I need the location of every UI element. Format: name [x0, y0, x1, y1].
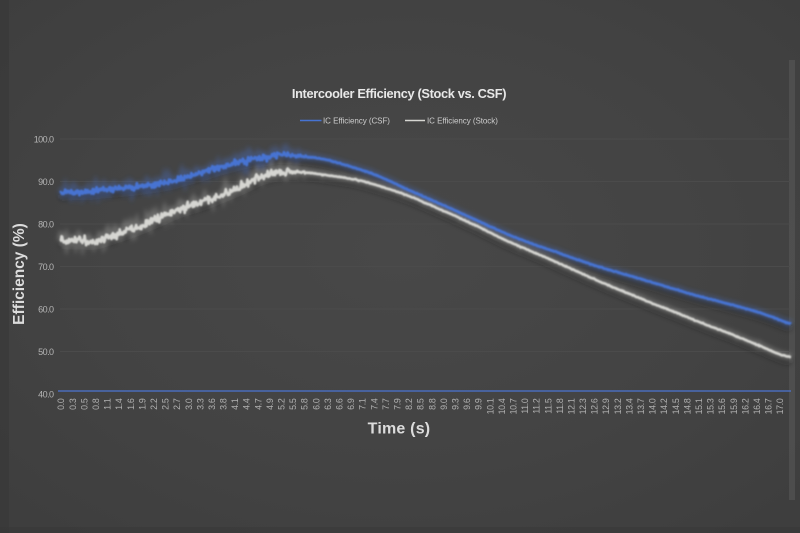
- svg-text:11.0: 11.0: [520, 398, 530, 414]
- svg-text:12.1: 12.1: [567, 398, 577, 414]
- svg-text:4.1: 4.1: [230, 398, 240, 410]
- svg-text:11.8: 11.8: [555, 398, 565, 414]
- svg-text:1.6: 1.6: [126, 398, 136, 410]
- svg-text:60.0: 60.0: [38, 304, 54, 314]
- svg-text:15.1: 15.1: [694, 398, 704, 414]
- svg-text:9.6: 9.6: [462, 398, 472, 410]
- svg-text:14.0: 14.0: [648, 398, 658, 414]
- svg-text:0.3: 0.3: [68, 398, 78, 410]
- svg-text:6.3: 6.3: [323, 398, 333, 410]
- svg-text:1.4: 1.4: [114, 398, 124, 410]
- svg-text:16.7: 16.7: [764, 398, 774, 414]
- svg-text:0.8: 0.8: [91, 398, 101, 410]
- svg-text:6.6: 6.6: [335, 398, 345, 410]
- svg-text:4.7: 4.7: [253, 398, 263, 410]
- svg-text:14.2: 14.2: [659, 398, 669, 414]
- svg-text:IC Efficiency (Stock): IC Efficiency (Stock): [427, 116, 498, 125]
- svg-text:6.9: 6.9: [346, 398, 356, 410]
- svg-text:7.4: 7.4: [369, 398, 379, 410]
- svg-text:3.8: 3.8: [219, 398, 229, 410]
- svg-text:9.3: 9.3: [451, 398, 461, 410]
- svg-text:1.1: 1.1: [103, 398, 113, 410]
- svg-text:14.8: 14.8: [682, 398, 692, 414]
- svg-text:90.0: 90.0: [38, 177, 54, 187]
- svg-text:6.0: 6.0: [311, 398, 321, 410]
- svg-text:11.2: 11.2: [532, 398, 542, 414]
- svg-text:3.3: 3.3: [195, 398, 205, 410]
- svg-text:16.4: 16.4: [752, 398, 762, 414]
- svg-text:5.2: 5.2: [277, 398, 287, 410]
- svg-text:10.7: 10.7: [509, 398, 519, 414]
- svg-text:70.0: 70.0: [38, 262, 54, 272]
- svg-text:13.4: 13.4: [624, 398, 634, 414]
- svg-text:40.0: 40.0: [38, 389, 54, 399]
- svg-text:2.2: 2.2: [149, 398, 159, 410]
- svg-text:12.9: 12.9: [601, 398, 611, 414]
- svg-text:80.0: 80.0: [38, 219, 54, 229]
- svg-text:0.0: 0.0: [56, 398, 66, 410]
- svg-text:100.0: 100.0: [34, 134, 54, 144]
- svg-text:12.3: 12.3: [578, 398, 588, 414]
- svg-text:5.5: 5.5: [288, 398, 298, 410]
- svg-text:9.9: 9.9: [474, 398, 484, 410]
- svg-text:17.0: 17.0: [775, 398, 785, 414]
- svg-text:7.7: 7.7: [381, 398, 391, 410]
- svg-text:4.9: 4.9: [265, 398, 275, 410]
- svg-text:11.5: 11.5: [543, 398, 553, 414]
- svg-text:3.0: 3.0: [184, 398, 194, 410]
- svg-text:16.2: 16.2: [740, 398, 750, 414]
- svg-text:12.6: 12.6: [590, 398, 600, 414]
- svg-text:2.5: 2.5: [161, 398, 171, 410]
- svg-text:15.9: 15.9: [729, 398, 739, 414]
- svg-text:10.4: 10.4: [497, 398, 507, 414]
- svg-text:5.8: 5.8: [300, 398, 310, 410]
- svg-text:3.6: 3.6: [207, 398, 217, 410]
- svg-text:0.5: 0.5: [79, 398, 89, 410]
- svg-text:7.1: 7.1: [358, 398, 368, 410]
- svg-text:15.3: 15.3: [706, 398, 716, 414]
- svg-text:IC Efficiency (CSF): IC Efficiency (CSF): [323, 116, 390, 125]
- svg-text:8.2: 8.2: [404, 398, 414, 410]
- svg-text:14.5: 14.5: [671, 398, 681, 414]
- svg-text:Intercooler Efficiency (Stock: Intercooler Efficiency (Stock vs. CSF): [292, 86, 506, 101]
- svg-text:13.7: 13.7: [636, 398, 646, 414]
- svg-text:7.9: 7.9: [393, 398, 403, 410]
- svg-text:Efficiency (%): Efficiency (%): [11, 223, 28, 325]
- svg-text:2.7: 2.7: [172, 398, 182, 410]
- svg-text:50.0: 50.0: [38, 347, 54, 357]
- svg-text:1.9: 1.9: [137, 398, 147, 410]
- svg-text:13.2: 13.2: [613, 398, 623, 414]
- svg-text:Time (s): Time (s): [368, 421, 431, 438]
- svg-text:4.4: 4.4: [242, 398, 252, 410]
- svg-text:9.0: 9.0: [439, 398, 449, 410]
- svg-text:8.5: 8.5: [416, 398, 426, 410]
- svg-text:15.6: 15.6: [717, 398, 727, 414]
- svg-text:10.1: 10.1: [485, 398, 495, 414]
- svg-text:8.8: 8.8: [427, 398, 437, 410]
